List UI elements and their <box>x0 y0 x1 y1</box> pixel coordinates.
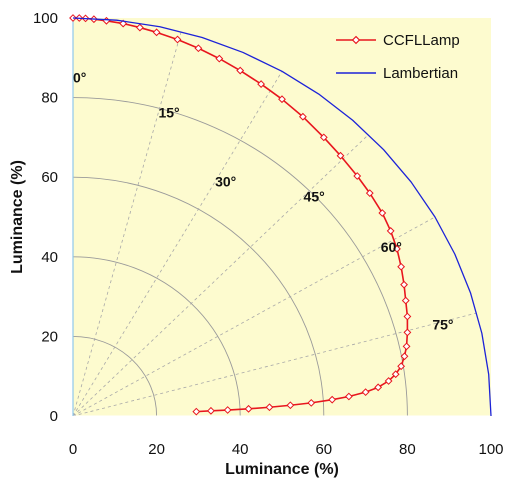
angle-label-75: 75° <box>432 316 453 332</box>
data-point-ccfllamp-31 <box>384 377 393 385</box>
data-point-ccfllamp-27 <box>402 342 411 351</box>
data-point-ccfllamp-40 <box>223 406 232 414</box>
data-point-ccfllamp-12 <box>257 80 266 88</box>
data-point-ccfllamp-36 <box>307 398 316 407</box>
x-axis-title: Luminance (%) <box>225 461 339 478</box>
y-tick-label-80: 80 <box>41 90 58 107</box>
y-axis-title: Luminance (%) <box>9 160 26 274</box>
angle-labels: 0° 15° 30° 45° 60° 75° <box>73 70 454 333</box>
x-tick-label-80: 80 <box>399 441 416 458</box>
data-point-ccfllamp-21 <box>393 244 401 253</box>
data-point-ccfllamp-16 <box>336 151 345 160</box>
data-point-ccfllamp-38 <box>265 403 274 412</box>
series <box>69 14 492 417</box>
data-point-ccfllamp-23 <box>400 280 408 289</box>
data-point-ccfllamp-30 <box>391 370 400 379</box>
grid-ray-45 <box>72 134 369 417</box>
data-point-ccfllamp-24 <box>401 296 410 305</box>
data-point-ccfllamp-22 <box>397 262 406 271</box>
data-point-ccfllamp-18 <box>365 189 374 198</box>
data-point-ccfllamp-10 <box>215 54 224 63</box>
data-point-ccfllamp-6 <box>135 23 144 32</box>
legend: CCFLLamp Lambertian <box>336 32 460 82</box>
data-point-ccfllamp-35 <box>328 395 337 404</box>
data-point-ccfllamp-14 <box>298 112 307 121</box>
data-point-ccfllamp-11 <box>236 66 245 75</box>
polar-grid <box>72 31 477 417</box>
data-point-ccfllamp-20 <box>386 227 395 235</box>
data-point-ccfllamp-5 <box>119 19 128 28</box>
x-tick-label-0: 0 <box>69 441 77 458</box>
grid-ray-30 <box>72 71 283 417</box>
angle-label-30: 30° <box>215 174 236 190</box>
angle-label-0: 0° <box>73 70 86 86</box>
data-point-ccfllamp-41 <box>207 406 215 415</box>
data-point-ccfllamp-19 <box>378 209 387 217</box>
x-tick-label-60: 60 <box>315 441 332 458</box>
data-point-ccfllamp-37 <box>286 401 295 410</box>
x-tick-label-100: 100 <box>478 441 503 458</box>
grid-ray-15 <box>72 31 182 417</box>
data-point-ccfllamp-7 <box>152 28 161 37</box>
data-point-ccfllamp-42 <box>192 407 201 416</box>
data-point-ccfllamp-13 <box>278 95 286 104</box>
x-tick-label-40: 40 <box>232 441 249 458</box>
axes <box>72 18 491 417</box>
y-tick-label-0: 0 <box>50 408 58 425</box>
data-point-ccfllamp-15 <box>319 133 328 142</box>
data-point-ccfllamp-8 <box>173 35 182 44</box>
y-tick-label-40: 40 <box>41 249 58 266</box>
angle-label-15: 15° <box>158 104 179 120</box>
legend-marker-ccfllamp <box>351 35 361 45</box>
data-point-ccfllamp-9 <box>194 44 203 53</box>
grid-ray-60 <box>72 216 436 417</box>
y-tick-label-20: 20 <box>41 328 58 345</box>
data-point-ccfllamp-34 <box>344 392 353 401</box>
grid-circle-20 <box>72 335 158 417</box>
data-point-ccfllamp-29 <box>397 362 406 371</box>
data-point-ccfllamp-39 <box>244 404 253 413</box>
legend-label-lambertian: Lambertian <box>383 65 458 82</box>
data-point-ccfllamp-32 <box>374 383 383 392</box>
data-point-ccfllamp-26 <box>403 328 412 337</box>
y-tick-label-60: 60 <box>41 169 58 186</box>
angle-label-60: 60° <box>381 239 402 255</box>
data-point-ccfllamp-28 <box>400 352 409 361</box>
series-line-lambertian <box>72 17 492 417</box>
grid-circle-60 <box>72 176 325 417</box>
tick-labels: 0 20 40 60 80 100 0 20 40 60 80 100 <box>33 10 504 458</box>
data-point-ccfllamp-25 <box>403 312 412 321</box>
data-point-ccfllamp-33 <box>361 388 370 397</box>
legend-label-ccfllamp: CCFLLamp <box>383 32 460 49</box>
y-tick-label-100: 100 <box>33 10 58 27</box>
data-point-ccfllamp-17 <box>353 172 362 180</box>
angle-label-45: 45° <box>304 188 325 204</box>
x-tick-label-20: 20 <box>148 441 165 458</box>
